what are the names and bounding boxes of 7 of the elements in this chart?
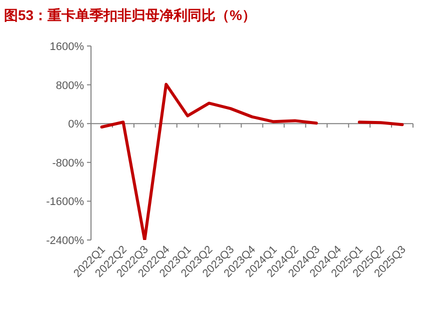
y-tick-label: -2400% <box>46 235 84 247</box>
y-tick-label: -800% <box>52 157 84 170</box>
y-tick-label: 0% <box>68 118 84 131</box>
y-tick-label: -1600% <box>46 196 84 208</box>
y-tick-label: 1600% <box>50 41 84 53</box>
y-tick-label: 800% <box>56 80 84 92</box>
title: 图53：重卡单季扣非归母净利同比（%） <box>4 7 256 23</box>
